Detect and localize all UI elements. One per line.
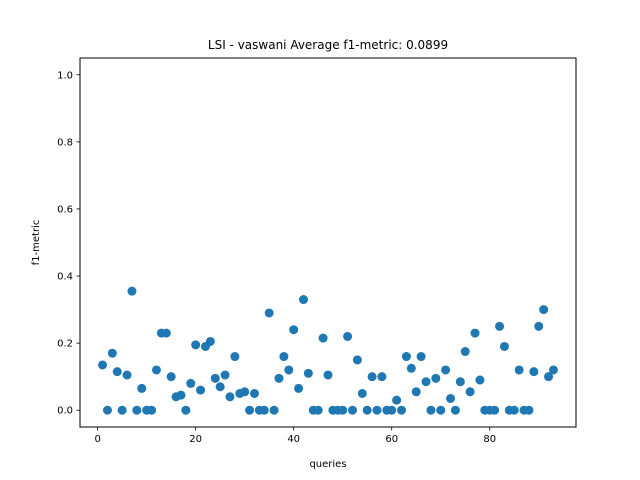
data-point xyxy=(544,372,554,382)
data-point xyxy=(421,377,431,387)
data-point xyxy=(186,378,196,388)
x-tick-label: 40 xyxy=(287,434,300,445)
y-tick-label: 1.0 xyxy=(57,70,73,81)
y-tick-label: 0.2 xyxy=(57,339,73,350)
data-point xyxy=(352,355,362,365)
data-point xyxy=(460,347,470,357)
data-point xyxy=(112,367,122,377)
data-point xyxy=(436,405,446,415)
y-tick-label: 0.8 xyxy=(57,137,73,148)
data-point xyxy=(441,365,451,375)
data-point xyxy=(264,308,274,318)
data-point xyxy=(279,352,289,362)
data-point xyxy=(446,393,456,403)
chart-title: LSI - vaswani Average f1-metric: 0.0899 xyxy=(208,38,448,52)
data-point xyxy=(406,363,416,373)
data-point xyxy=(230,352,240,362)
data-point xyxy=(289,325,299,335)
x-tick-label: 0 xyxy=(94,434,100,445)
data-point xyxy=(465,387,475,397)
data-point xyxy=(431,373,441,383)
data-point xyxy=(210,373,220,383)
data-point xyxy=(161,328,171,338)
data-point xyxy=(313,405,323,415)
data-point xyxy=(117,405,127,415)
data-point xyxy=(323,370,333,380)
data-point xyxy=(377,372,387,382)
data-point xyxy=(274,373,284,383)
data-point xyxy=(166,372,176,382)
data-point xyxy=(392,395,402,405)
data-point xyxy=(387,405,397,415)
data-point xyxy=(362,405,372,415)
data-point xyxy=(529,367,539,377)
data-point xyxy=(397,405,407,415)
data-point xyxy=(245,405,255,415)
data-point xyxy=(98,360,108,370)
data-points xyxy=(98,286,558,415)
data-point xyxy=(534,321,544,331)
data-point xyxy=(509,405,519,415)
data-point xyxy=(269,405,279,415)
data-point xyxy=(338,405,348,415)
data-point xyxy=(259,405,269,415)
data-point xyxy=(132,405,142,415)
axes-frame xyxy=(79,57,577,428)
data-point xyxy=(298,295,308,305)
data-point xyxy=(490,405,500,415)
data-point xyxy=(294,383,304,393)
data-point xyxy=(357,388,367,398)
data-point xyxy=(348,405,358,415)
y-tick-label: 0.0 xyxy=(57,406,73,417)
x-tick-label: 80 xyxy=(483,434,496,445)
data-point xyxy=(191,340,201,350)
data-point xyxy=(137,383,147,393)
data-point xyxy=(455,377,465,387)
data-point xyxy=(176,390,186,400)
data-point xyxy=(539,305,549,315)
data-point xyxy=(122,370,132,380)
data-point xyxy=(151,365,161,375)
data-point xyxy=(240,387,250,397)
y-tick-label: 0.6 xyxy=(57,204,73,215)
data-point xyxy=(426,405,436,415)
data-point xyxy=(181,405,191,415)
data-point xyxy=(499,341,509,351)
x-axis-label: queries xyxy=(309,459,346,470)
y-axis-ticks: 0.0 0.2 0.4 0.6 0.8 1.0 xyxy=(57,70,80,417)
data-point xyxy=(470,328,480,338)
y-tick-label: 0.4 xyxy=(57,272,73,283)
data-point xyxy=(147,405,157,415)
data-point xyxy=(318,333,328,343)
x-tick-label: 20 xyxy=(189,434,202,445)
data-point xyxy=(450,405,460,415)
data-point xyxy=(127,286,137,296)
data-point xyxy=(249,388,259,398)
data-point xyxy=(514,365,524,375)
data-point xyxy=(401,352,411,362)
data-point xyxy=(220,370,230,380)
data-point xyxy=(284,365,294,375)
data-point xyxy=(107,348,117,358)
data-point xyxy=(303,368,313,378)
data-point xyxy=(548,365,558,375)
x-axis-ticks: 0 20 40 60 80 xyxy=(94,427,496,445)
data-point xyxy=(367,372,377,382)
data-point xyxy=(225,392,235,402)
x-tick-label: 60 xyxy=(385,434,398,445)
data-point xyxy=(102,405,112,415)
y-axis-label: f1-metric xyxy=(31,220,42,266)
data-point xyxy=(416,352,426,362)
data-point xyxy=(524,405,534,415)
data-point xyxy=(196,385,206,395)
data-point xyxy=(475,375,485,385)
data-point xyxy=(411,387,421,397)
data-point xyxy=(205,336,215,346)
data-point xyxy=(495,321,505,331)
data-point xyxy=(372,405,382,415)
data-point xyxy=(343,331,353,341)
data-point xyxy=(215,382,225,392)
